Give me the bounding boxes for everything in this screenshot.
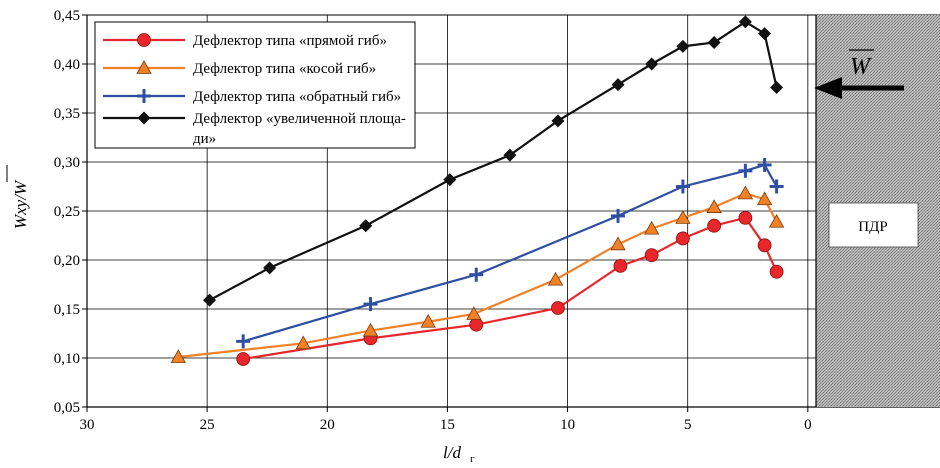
x-axis-label-sub: г (470, 453, 475, 465)
data-point (769, 179, 784, 194)
data-point (443, 173, 457, 187)
data-point (707, 218, 722, 233)
data-point (137, 111, 151, 125)
y-tick-label: 0,30 (54, 155, 80, 171)
legend-label: Дефлектор «увеличенной площа- (193, 111, 406, 127)
data-point (420, 313, 436, 328)
data-point (359, 219, 373, 233)
series-line (242, 163, 778, 343)
y-tick-label: 0,40 (54, 57, 80, 73)
x-tick-label: 20 (320, 417, 335, 433)
y-tick-label: 0,45 (54, 8, 80, 24)
series-group (170, 15, 785, 366)
data-point (203, 293, 217, 307)
data-point (611, 208, 626, 223)
data-point (645, 57, 659, 71)
legend: Дефлектор типа «прямой гиб» Дефлектор тип… (94, 21, 416, 149)
data-point (469, 267, 484, 282)
data-point (757, 238, 772, 253)
y-tick-label: 0,10 (54, 351, 80, 367)
x-tick-label: 10 (560, 417, 575, 433)
data-point (263, 261, 277, 275)
flow-arrow-label: W (850, 54, 872, 80)
pdr-label: ПДР (858, 219, 887, 235)
series-line (243, 216, 778, 361)
data-point (610, 236, 626, 251)
y-axis-label: Wxy/W (11, 179, 30, 229)
data-point (756, 191, 773, 206)
series-1 (236, 210, 784, 366)
data-point (611, 78, 625, 92)
series-3 (236, 157, 784, 349)
data-point (363, 297, 378, 312)
x-axis-label: l/d (443, 443, 461, 462)
data-point (362, 322, 379, 337)
y-tick-label: 0,05 (54, 400, 80, 416)
data-point (466, 306, 482, 320)
data-point (675, 179, 690, 194)
grid (86, 14, 816, 408)
data-point (738, 15, 752, 29)
data-point (503, 148, 517, 162)
data-point (757, 157, 772, 172)
data-point (768, 213, 785, 228)
data-point (137, 89, 151, 103)
x-tick-label: 0 (804, 417, 812, 433)
data-point (769, 264, 784, 279)
x-tick-label: 5 (684, 417, 692, 433)
data-point (236, 334, 251, 349)
data-point (613, 258, 628, 273)
legend-label: Дефлектор типа «косой гиб» (193, 61, 376, 77)
data-point (737, 185, 754, 200)
flow-arrow-head (814, 77, 842, 99)
data-point (738, 210, 753, 225)
data-point (643, 220, 660, 235)
data-point (547, 271, 564, 286)
data-point (236, 352, 251, 366)
data-point (136, 60, 152, 74)
pdr-region: ПДР W (814, 15, 940, 407)
y-tick-label: 0,35 (54, 106, 80, 122)
legend-label: ди» (193, 131, 216, 147)
data-point (170, 349, 186, 363)
data-point (675, 231, 690, 246)
y-tick-label: 0,15 (54, 302, 80, 318)
data-point (469, 317, 484, 332)
data-point (551, 114, 565, 128)
axis-labels: l/d г Wxy/W (6, 165, 475, 465)
data-point (137, 33, 151, 47)
x-tick-label: 15 (440, 417, 455, 433)
legend-label: Дефлектор типа «обратный гиб» (193, 89, 401, 105)
data-point (770, 81, 784, 95)
data-point (707, 35, 721, 49)
x-tick-label: 30 (80, 417, 95, 433)
y-tick-label: 0,25 (54, 204, 80, 220)
data-point (758, 27, 772, 41)
series-4 (203, 15, 784, 307)
legend-label: Дефлектор типа «прямой гиб» (193, 33, 387, 49)
data-point (644, 248, 659, 263)
data-point (295, 335, 311, 350)
data-point (675, 210, 691, 224)
axes: 30 25 20 15 10 5 0 0,05 0,10 0,15 0,20 0,25 0,30 0,35… (54, 8, 940, 433)
series-2 (170, 185, 785, 363)
data-point (551, 301, 565, 315)
pdr-label-box (828, 202, 919, 248)
y-tick-label: 0,20 (54, 253, 80, 269)
data-point (676, 39, 690, 53)
data-point (706, 199, 722, 213)
x-tick-label: 25 (200, 417, 215, 433)
data-point (738, 163, 753, 178)
